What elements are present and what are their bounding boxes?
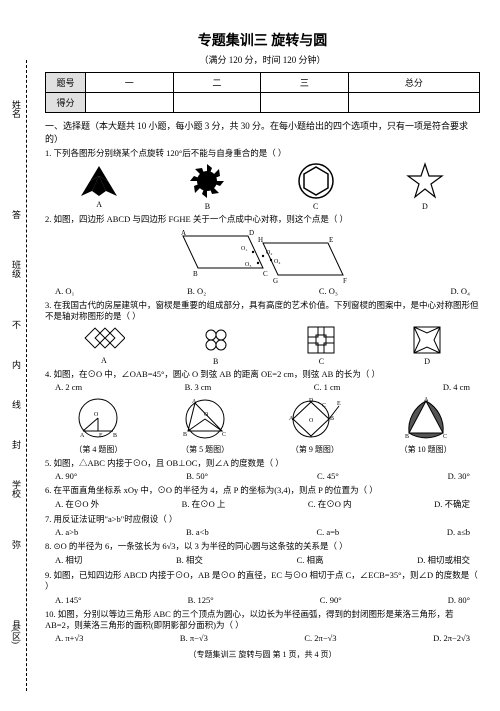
q3-fig-d <box>412 325 442 355</box>
svg-text:B: B <box>113 433 117 439</box>
svg-text:A: A <box>192 399 197 405</box>
col-2: 二 <box>173 73 261 93</box>
svg-text:H: H <box>258 236 263 244</box>
svg-text:O₄: O₄ <box>274 259 280 265</box>
q6-options: A. 在⊙O 外B. 在⊙O 上C. 在⊙O 内D. 不确定 <box>45 498 480 510</box>
q7-options: A. a>bB. a<bC. a=bD. a≤b <box>45 527 480 537</box>
q3-figures: A B C D <box>45 325 480 366</box>
q1: 1. 下列各图形分别绕某个点旋转 120°后不能与自身重合的是（ ） <box>45 148 480 159</box>
svg-text:E: E <box>329 236 333 244</box>
q2-options: A. O₁B. O₂C. O₃D. O₄ <box>45 286 480 296</box>
side-school: 学校 <box>10 480 23 498</box>
svg-text:E: E <box>337 401 341 407</box>
th-score: 得分 <box>46 93 86 113</box>
q8: 8. ⊙O 的半径为 6，一条弦长为 6√3，以 3 为半径的同心圆与这条弦的关… <box>45 541 480 552</box>
side-ans: 答 <box>10 210 23 219</box>
q3: 3. 在我国古代的房屋建筑中，窗棂是重要的组成部分，具有高度的艺术价值。下列窗棂… <box>45 300 480 322</box>
svg-text:D: D <box>309 398 314 404</box>
section-1-head: 一、选择题（本大题共 10 小题，每小题 3 分，共 30 分。在每小题给出的四… <box>45 119 480 145</box>
th-num: 题号 <box>46 73 86 93</box>
q1-fig-a <box>80 164 118 198</box>
svg-text:B: B <box>330 416 334 422</box>
svg-text:B: B <box>405 434 409 440</box>
side-class: 班级 <box>10 260 23 278</box>
q3-fig-a <box>83 326 125 354</box>
svg-text:A: A <box>289 416 294 422</box>
q4-options: A. 2 cmB. 3 cmC. 1 cmD. 4 cm <box>45 382 480 392</box>
svg-text:B: B <box>183 432 187 438</box>
fig-q10: A B C <box>403 396 449 442</box>
q6: 6. 在平面直角坐标系 xOy 中，⊙O 的半径为 4，点 P 的坐标为(3,4… <box>45 485 480 496</box>
svg-text:O: O <box>204 412 209 418</box>
score-table: 题号 一 二 三 总分 得分 <box>45 72 480 113</box>
q3-fig-b <box>201 325 231 355</box>
svg-text:E: E <box>99 433 103 439</box>
svg-text:G: G <box>273 277 278 283</box>
q1-fig-b <box>188 162 226 200</box>
side-name: 姓名 <box>10 100 23 118</box>
svg-text:C: C <box>222 432 226 438</box>
q4: 4. 如图，在⊙O 中，∠OAB=45°，圆心 O 到弦 AB 的距离 OE=2… <box>45 369 480 380</box>
side-mi: 弥 <box>10 540 23 549</box>
q1-fig-c <box>297 162 335 200</box>
col-3: 三 <box>261 73 349 93</box>
binding-sidebar: 姓名 答 班级 不 内 线 封 学校 弥 县(区) <box>8 60 38 691</box>
col-1: 一 <box>86 73 174 93</box>
page-subtitle: （满分 120 分，时间 120 分钟） <box>45 53 480 66</box>
svg-text:O₁: O₁ <box>241 246 247 252</box>
q2-diagram: A D B C H E G F O₁ O₂ O₃ O₄ <box>163 228 363 283</box>
side-in: 内 <box>10 360 23 369</box>
fig-q5: A B C O <box>180 396 230 442</box>
q1-fig-d <box>405 162 445 200</box>
svg-text:F: F <box>343 277 347 283</box>
svg-text:O₃: O₃ <box>245 262 251 268</box>
fig-q9: A B D E C O <box>287 396 343 442</box>
page-title: 专题集训三 旋转与圆 <box>45 30 480 50</box>
svg-text:B: B <box>193 270 198 278</box>
svg-text:O: O <box>94 412 99 418</box>
q9-options: A. 145°B. 125°C. 90°D. 80° <box>45 595 480 605</box>
q5: 5. 如图，△ABC 内接于⊙O，且 OB⊥OC，则∠A 的度数是（ ） <box>45 458 480 469</box>
q7: 7. 用反证法证明"a>b"时应假设（ ） <box>45 514 480 525</box>
q8-options: A. 相切B. 相交C. 相离D. 相切或相交 <box>45 554 480 566</box>
q2: 2. 如图，四边形 ABCD 与四边形 FGHE 关于一个点成中心对称，则这个点… <box>45 214 480 225</box>
q5-options: A. 90°B. 50°C. 45°D. 30° <box>45 471 480 481</box>
side-line: 线 <box>10 400 23 409</box>
side-county: 县(区) <box>10 620 23 644</box>
side-no: 不 <box>10 320 23 329</box>
q10-options: A. π+√3B. π−√3C. 2π−√3D. 2π−2√3 <box>45 633 480 643</box>
side-seal: 封 <box>10 440 23 449</box>
svg-text:A: A <box>424 397 429 403</box>
q2-figure: A D B C H E G F O₁ O₂ O₃ O₄ <box>45 228 480 283</box>
q9: 9. 如图，已知四边形 ABCD 内接于⊙O，AB 是⊙O 的直径，EC 与⊙O… <box>45 570 480 592</box>
svg-text:A: A <box>80 433 85 439</box>
q1-figures: A B C D <box>45 162 480 211</box>
svg-text:C: C <box>322 403 326 409</box>
page-footer: （专题集训三 旋转与圆 第 1 页，共 4 页） <box>45 649 480 660</box>
col-total: 总分 <box>348 73 479 93</box>
q3-fig-c <box>306 325 336 355</box>
svg-text:D: D <box>249 229 254 237</box>
svg-text:C: C <box>263 270 268 278</box>
svg-text:C: C <box>443 434 447 440</box>
svg-text:O: O <box>309 418 314 424</box>
svg-text:A: A <box>181 229 186 237</box>
svg-text:O₂: O₂ <box>266 250 272 256</box>
mid-figures: ABOE（第 4 题图） ABCO（第 5 题图） ABDECO（第 9 题图）… <box>45 396 480 455</box>
q10: 10. 如图，分别以等边三角形 ABC 的三个顶点为圆心，以边长为半径画弧，得到… <box>45 609 480 631</box>
fig-q4: A B O E <box>73 396 123 442</box>
